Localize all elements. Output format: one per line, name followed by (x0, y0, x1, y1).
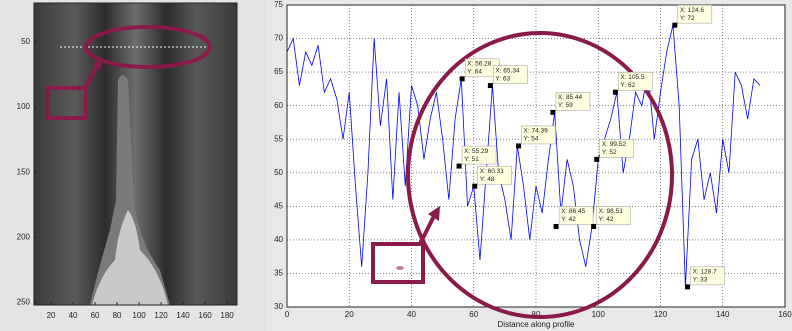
data-tip-text: X: 124.6 (680, 7, 705, 14)
image-panel: 20 40 60 80 100 120 140 160 180 50 100 150 200 250 (17, 3, 237, 320)
data-tip-text: Y: 64 (467, 69, 482, 76)
x-tick-label: 100 (132, 311, 146, 320)
y-tick-label: 45 (274, 201, 283, 210)
data-tip-text: X: 56.28 (467, 61, 492, 68)
data-tip-text: X: 86.45 (561, 208, 586, 215)
data-tip-text: Y: 62 (620, 82, 635, 89)
x-tick-label: 160 (198, 311, 212, 320)
data-tip-text: X: 74.39 (524, 128, 549, 135)
data-tip-text: Y: 54 (524, 136, 539, 143)
y-tick-label: 200 (17, 232, 31, 241)
data-tip-marker (460, 76, 465, 81)
y-tick-label: 50 (21, 37, 30, 46)
data-tip-text: Y: 42 (599, 216, 614, 223)
data-tip-text: X: 105.5 (620, 74, 645, 81)
x-tick-label: 60 (91, 311, 100, 320)
x-tick-label: 40 (407, 310, 416, 319)
data-tip-marker (613, 90, 618, 95)
y-tick-label: 30 (274, 302, 283, 311)
x-tick-label: 100 (592, 310, 606, 319)
x-tick-label: 160 (778, 310, 792, 319)
data-tip-text: Y: 72 (680, 15, 695, 22)
blob (396, 266, 404, 270)
x-tick-label: 20 (47, 311, 56, 320)
data-tip-text: Y: 59 (558, 102, 573, 109)
y-tick-label: 65 (274, 67, 283, 76)
x-tick-label: 120 (154, 311, 168, 320)
data-tip-text: Y: 42 (561, 216, 576, 223)
data-tip-text: X: 98.51 (599, 208, 624, 215)
y-tick-label: 250 (17, 298, 31, 307)
data-tip-marker (594, 157, 599, 162)
y-tick-label: 60 (274, 101, 283, 110)
y-tick-label: 100 (17, 102, 31, 111)
data-tip-marker (685, 284, 690, 289)
data-tip-text: X: 55.29 (464, 148, 489, 155)
data-tip-text: X: 99.52 (602, 141, 627, 148)
x-tick-label: 60 (469, 310, 478, 319)
y-tick-label: 35 (274, 269, 283, 278)
data-tip-marker (472, 184, 477, 189)
x-tick-label: 140 (176, 311, 190, 320)
data-tip-text: Y: 33 (693, 277, 708, 284)
data-tip-text: X: 65.34 (495, 67, 520, 74)
y-tick-label: 50 (274, 168, 283, 177)
x-tick-label: 0 (285, 310, 290, 319)
y-tick-label: 70 (274, 34, 283, 43)
x-tick-label: 40 (69, 311, 78, 320)
x-tick-label: 140 (716, 310, 730, 319)
y-tick-label: 150 (17, 167, 31, 176)
data-tip-marker (591, 224, 596, 229)
data-tip-text: X: 60.31 (480, 168, 505, 175)
data-tip-text: X: 128.7 (693, 269, 718, 276)
x-tick-label: 20 (345, 310, 354, 319)
data-tip-text: Y: 48 (480, 176, 495, 183)
data-tip-marker (457, 164, 462, 169)
x-tick-label: 180 (220, 311, 234, 320)
y-tick-label: 75 (274, 0, 283, 9)
data-tip-text: Y: 52 (602, 149, 617, 156)
data-tip-marker (550, 110, 555, 115)
data-tip-marker (516, 143, 521, 148)
x-tick-label: 120 (654, 310, 668, 319)
x-axis-label: Distance along profile (498, 320, 575, 329)
data-tip-text: X: 85.44 (558, 94, 583, 101)
data-tip-marker (488, 83, 493, 88)
x-tick-label: 80 (113, 311, 122, 320)
data-tip-marker (554, 224, 559, 229)
data-tip-text: Y: 63 (495, 75, 510, 82)
data-tip-marker (672, 23, 677, 28)
y-tick-label: 40 (274, 235, 283, 244)
data-tip-text: Y: 51 (464, 156, 479, 163)
y-tick-label: 55 (274, 134, 283, 143)
screenshot: 20 40 60 80 100 120 140 160 180 50 100 150 200 250 0 2… (0, 0, 792, 331)
